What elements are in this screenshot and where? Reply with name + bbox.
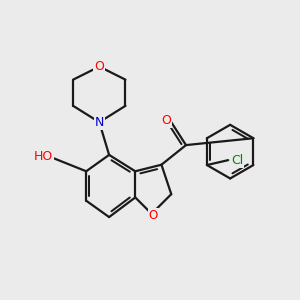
Text: O: O xyxy=(161,114,171,127)
Text: HO: HO xyxy=(33,150,52,163)
Text: N: N xyxy=(94,116,104,129)
Text: Cl: Cl xyxy=(231,154,244,166)
Text: O: O xyxy=(148,209,158,222)
Text: O: O xyxy=(94,60,104,73)
